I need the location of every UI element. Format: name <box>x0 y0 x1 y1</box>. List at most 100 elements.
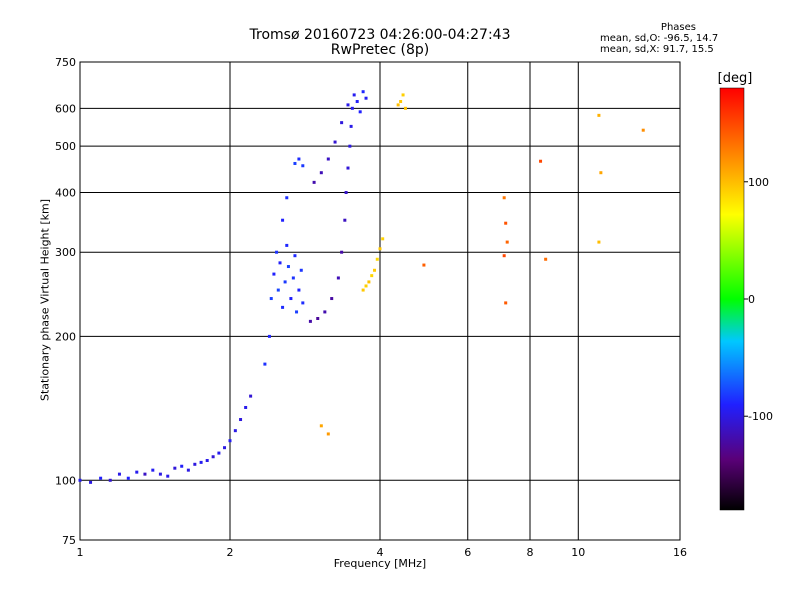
data-point-x <box>641 128 645 132</box>
data-point-o <box>135 470 139 474</box>
data-point-o <box>272 272 276 276</box>
data-point-x <box>502 196 506 200</box>
data-point-o <box>223 446 227 450</box>
data-point-o <box>285 243 289 247</box>
data-point-o <box>346 166 350 170</box>
data-point-o <box>228 439 232 443</box>
data-point-o <box>293 161 297 165</box>
phase-colorbar <box>719 87 745 511</box>
data-point-x <box>599 171 603 175</box>
data-point-o <box>344 190 348 194</box>
data-point-x <box>319 424 323 428</box>
data-point-o <box>281 218 285 222</box>
data-point-x <box>373 268 377 272</box>
data-point-o <box>297 288 301 292</box>
y-tick-label: 400 <box>55 186 76 199</box>
data-point-o <box>361 90 365 94</box>
x-tick-label: 6 <box>464 546 471 559</box>
data-point-x <box>367 280 371 284</box>
y-tick-label: 200 <box>55 330 76 343</box>
data-point-o <box>301 164 305 168</box>
data-point-x <box>504 301 508 305</box>
data-point-o <box>267 334 271 338</box>
data-point-x <box>364 284 368 288</box>
x-tick-label: 8 <box>527 546 534 559</box>
y-tick-label: 300 <box>55 246 76 259</box>
data-point-o <box>323 310 327 314</box>
data-point-x <box>378 247 382 251</box>
data-point-o <box>336 276 340 280</box>
data-point-o <box>239 418 243 422</box>
colorbar-tick-label: -100 <box>748 410 773 423</box>
data-point-x <box>370 274 374 278</box>
data-point-o <box>352 93 356 97</box>
data-point-x <box>505 240 509 244</box>
data-point-o <box>316 316 320 320</box>
data-point-x <box>502 254 506 258</box>
data-point-o <box>295 310 299 314</box>
x-tick-label: 16 <box>673 546 687 559</box>
colorbar-tick-label: 100 <box>748 176 769 189</box>
data-point-o <box>269 297 273 301</box>
phase-stats-title: Phases <box>660 22 696 33</box>
data-point-x <box>539 159 543 163</box>
chart-title: Tromsø 20160723 04:26:00-04:27:43 <box>249 27 511 43</box>
data-point-o <box>293 254 297 258</box>
data-point-o <box>299 268 303 272</box>
x-axis-label: Frequency [MHz] <box>333 557 427 570</box>
data-point-x <box>401 93 405 97</box>
phase-stats-o: mean, sd,O: -96.5, 14.7 <box>600 33 719 44</box>
data-point-o <box>263 362 267 366</box>
data-point-o <box>297 157 301 161</box>
data-point-o <box>78 478 82 482</box>
data-point-o <box>289 297 293 301</box>
x-tick-label: 2 <box>227 546 234 559</box>
data-point-o <box>281 305 285 309</box>
x-tick-label: 4 <box>377 546 384 559</box>
data-point-x <box>422 263 426 267</box>
data-point-o <box>285 196 289 200</box>
data-point-o <box>186 468 190 472</box>
data-point-x <box>403 106 407 110</box>
data-point-x <box>396 103 400 107</box>
data-point-x <box>381 237 385 241</box>
data-point-o <box>291 276 295 280</box>
data-point-o <box>349 124 353 128</box>
data-point-o <box>275 250 279 254</box>
data-point-o <box>233 429 237 433</box>
data-point-o <box>117 472 121 476</box>
data-point-o <box>143 472 147 476</box>
data-point-o <box>348 144 352 148</box>
data-point-o <box>205 458 209 462</box>
data-point-o <box>108 478 112 482</box>
data-point-o <box>199 460 203 464</box>
data-point-o <box>330 297 334 301</box>
data-point-o <box>346 103 350 107</box>
data-point-o <box>276 288 280 292</box>
data-point-o <box>364 96 368 100</box>
x-tick-label: 1 <box>77 546 84 559</box>
data-point-x <box>544 257 548 261</box>
data-point-o <box>343 218 347 222</box>
data-point-o <box>301 301 305 305</box>
data-point-o <box>308 319 312 323</box>
data-point-x <box>504 221 508 225</box>
y-tick-label: 500 <box>55 140 76 153</box>
data-point-x <box>597 113 601 117</box>
data-point-x <box>326 432 330 436</box>
data-point-o <box>286 265 290 269</box>
data-point-x <box>597 240 601 244</box>
data-point-o <box>358 110 362 114</box>
data-point-o <box>99 476 103 480</box>
colorbar-tick-label: 0 <box>748 293 755 306</box>
data-point-x <box>361 288 365 292</box>
data-point-o <box>180 464 184 468</box>
data-point-o <box>312 180 316 184</box>
data-point-o <box>217 451 221 455</box>
data-point-o <box>158 472 162 476</box>
data-point-o <box>319 171 323 175</box>
data-point-o <box>355 100 359 104</box>
data-point-o <box>193 462 197 466</box>
phase-stats-x: mean, sd,X: 91.7, 15.5 <box>600 44 714 55</box>
